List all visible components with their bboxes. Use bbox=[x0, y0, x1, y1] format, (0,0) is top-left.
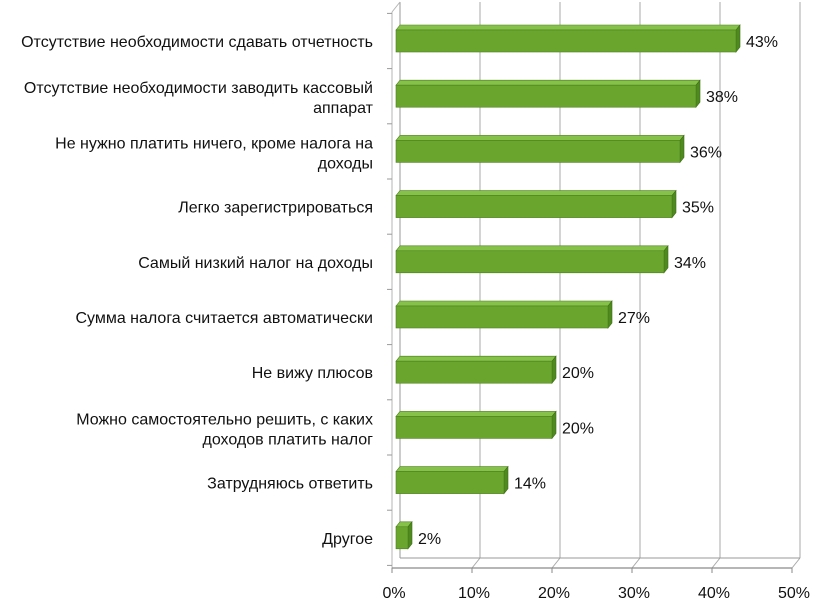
category-label: Самый низкий налог на доходы bbox=[138, 255, 373, 272]
bar-top-face bbox=[395, 355, 557, 362]
x-tick-label: 0% bbox=[382, 585, 405, 602]
bar-front-face bbox=[395, 250, 665, 274]
value-label: 27% bbox=[618, 310, 650, 327]
category-label: Затрудняюсь ответить bbox=[207, 476, 373, 493]
bars bbox=[395, 24, 741, 550]
bar-side-face bbox=[695, 79, 701, 109]
value-label: 38% bbox=[706, 89, 738, 106]
bar-front-face bbox=[395, 471, 505, 494]
x-tick-label: 30% bbox=[618, 585, 650, 602]
bar-front-face bbox=[395, 195, 673, 218]
bar bbox=[395, 355, 557, 385]
bar-side-face bbox=[407, 520, 413, 550]
value-label: 35% bbox=[682, 200, 714, 217]
value-label: 20% bbox=[562, 420, 594, 437]
bar-front-face bbox=[395, 305, 609, 329]
bar-front-face bbox=[395, 416, 553, 439]
bar-top-face bbox=[395, 300, 613, 307]
bar bbox=[395, 465, 509, 495]
value-label: 36% bbox=[690, 144, 722, 161]
bar-top-face bbox=[395, 24, 741, 31]
category-label: Не нужно платить ничего, кроме налога на… bbox=[55, 135, 373, 172]
x-tick-label: 10% bbox=[458, 585, 490, 602]
bar bbox=[395, 134, 685, 164]
value-label: 34% bbox=[674, 255, 706, 272]
bar-side-face bbox=[503, 465, 509, 495]
category-label: Другое bbox=[322, 531, 373, 548]
category-label: Легко зарегистрироваться bbox=[178, 200, 373, 217]
value-label: 14% bbox=[514, 476, 546, 493]
bar-front-face bbox=[395, 140, 681, 163]
x-tick-label: 40% bbox=[698, 585, 730, 602]
gridline-floor bbox=[711, 557, 721, 569]
category-label: Отсутствие необходимости заводить кассов… bbox=[24, 80, 374, 117]
category-label: Отсутствие необходимости сдавать отчетно… bbox=[21, 34, 373, 51]
bar-side-face bbox=[735, 24, 741, 53]
bar-side-face bbox=[551, 410, 557, 440]
gridline-floor bbox=[631, 557, 641, 569]
tick-labels: 0% 10% 20% 30% 40% 50% bbox=[382, 585, 810, 602]
bar bbox=[395, 24, 741, 53]
gridline-floor bbox=[791, 557, 801, 569]
bar-side-face bbox=[551, 355, 557, 385]
bar-top-face bbox=[395, 79, 701, 86]
bar bbox=[395, 79, 701, 109]
bar-top-face bbox=[395, 135, 685, 141]
y-axis-top-edge bbox=[391, 1, 401, 13]
bar-top-face bbox=[395, 411, 557, 417]
bar-top-face bbox=[395, 190, 677, 196]
value-label: 2% bbox=[418, 531, 441, 548]
bar-top-face bbox=[395, 245, 669, 252]
bar-front-face bbox=[395, 526, 409, 550]
value-labels: 43% 38% 36% 35% 34% 27% 20% 20% 14% 2% bbox=[418, 34, 778, 548]
bar bbox=[395, 300, 613, 329]
bar-side-face bbox=[679, 134, 685, 164]
bar bbox=[395, 520, 413, 550]
category-label: Можно самостоятельно решить, с каких дохо… bbox=[76, 411, 373, 448]
bar-side-face bbox=[671, 189, 677, 219]
bar bbox=[395, 410, 557, 440]
gridline-floor bbox=[551, 557, 561, 569]
bar-side-face bbox=[663, 244, 669, 274]
value-label: 43% bbox=[746, 34, 778, 51]
category-labels: Отсутствие необходимости сдавать отчетно… bbox=[21, 34, 374, 548]
x-tick-label: 20% bbox=[538, 585, 570, 602]
bar bbox=[395, 189, 677, 219]
value-label: 20% bbox=[562, 365, 594, 382]
bar bbox=[395, 244, 669, 274]
bar-top-face bbox=[395, 466, 509, 472]
bar-front-face bbox=[395, 84, 697, 108]
gridline-floor bbox=[471, 557, 481, 569]
bar-front-face bbox=[395, 29, 737, 53]
x-tick-label: 50% bbox=[778, 585, 810, 602]
category-label: Сумма налога считается автоматически bbox=[75, 310, 373, 327]
bar-side-face bbox=[607, 300, 613, 329]
bar-front-face bbox=[395, 360, 553, 384]
category-label: Не вижу плюсов bbox=[252, 365, 373, 382]
